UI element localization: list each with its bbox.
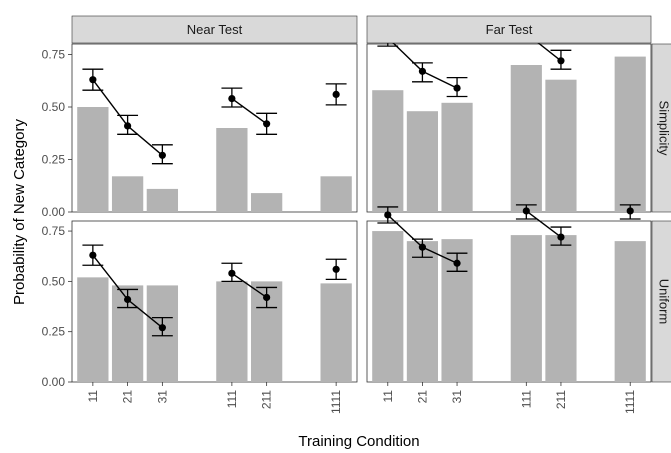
data-point <box>158 151 166 159</box>
bar <box>510 65 542 212</box>
data-point <box>332 90 340 98</box>
y-tick-label: 0.25 <box>42 325 66 339</box>
bar <box>406 241 438 382</box>
column-strip-1 <box>366 15 652 44</box>
bar <box>111 176 144 212</box>
panel-2 <box>71 220 358 383</box>
bar <box>320 283 352 382</box>
bar <box>545 235 577 382</box>
x-tick-label: 211 <box>260 390 274 409</box>
bar <box>406 111 438 212</box>
data-point <box>453 84 461 92</box>
y-tick-label: 0.00 <box>42 205 66 219</box>
x-tick-label: 31 <box>155 390 169 404</box>
y-tick-label: 0.75 <box>42 224 66 238</box>
bar <box>146 188 179 212</box>
x-tick-label: 111 <box>519 390 533 409</box>
axes-layer: 0.00 0.25 0.50 0.75 0.00 0.25 0.50 0.75 11 21 31 11… <box>42 48 638 415</box>
data-point <box>89 251 97 259</box>
data-point <box>557 57 565 65</box>
row-strip-label-1: Uniform <box>657 279 671 325</box>
column-strip-label-1: Far Test <box>486 22 533 37</box>
bar <box>250 193 283 212</box>
bar <box>441 102 473 212</box>
x-tick-label: 211 <box>554 390 568 409</box>
x-tick-label: 21 <box>121 390 135 404</box>
row-strip-1 <box>651 220 671 383</box>
x-tick-label: 1111 <box>329 390 343 414</box>
data-point <box>453 259 461 267</box>
y-tick-label: 0.00 <box>42 375 66 389</box>
data-point <box>124 295 132 304</box>
x-tick-label: 111 <box>225 390 239 409</box>
data-point <box>158 324 166 332</box>
bar <box>372 231 404 382</box>
data-point <box>522 207 530 215</box>
row-strip-label-0: Simplicity <box>657 101 671 156</box>
y-tick-label: 0.75 <box>42 48 66 62</box>
x-axis-title: Training Condition <box>298 433 419 450</box>
data-point <box>89 76 97 84</box>
bar <box>510 235 542 382</box>
bar <box>216 128 248 212</box>
series-line-1 <box>525 210 562 238</box>
bar <box>614 56 646 212</box>
series-line-1 <box>231 98 268 125</box>
panels-layer <box>71 26 652 383</box>
row-strip-0 <box>651 43 671 213</box>
bar <box>320 176 352 212</box>
bar <box>77 277 109 382</box>
panel-1 <box>366 26 652 213</box>
data-point <box>228 269 236 277</box>
data-point <box>124 122 132 130</box>
panel-0 <box>71 43 358 213</box>
data-point <box>228 95 236 103</box>
series-line-1 <box>231 272 268 299</box>
x-tick-label: 11 <box>86 390 100 403</box>
data-point <box>263 293 271 302</box>
x-tick-label: 21 <box>415 390 429 404</box>
y-tick-label: 0.50 <box>42 274 66 288</box>
column-strip-0 <box>71 15 358 44</box>
bar <box>545 79 577 212</box>
data-point <box>418 67 427 75</box>
data-point <box>626 207 634 215</box>
data-point <box>332 265 340 273</box>
bar <box>614 241 646 382</box>
x-tick-label: 31 <box>450 390 464 404</box>
panel-3 <box>366 204 652 383</box>
x-tick-label: 11 <box>381 390 395 403</box>
strips-layer: Near Test Far Test Simplicity Uniform <box>71 15 671 383</box>
bar <box>372 90 404 212</box>
data-point <box>384 211 392 219</box>
data-point <box>263 120 271 128</box>
y-tick-label: 0.25 <box>42 153 66 167</box>
y-axis-title: Probability of New Category <box>11 119 28 305</box>
data-point <box>557 233 565 241</box>
bar <box>216 281 248 382</box>
bar <box>77 107 109 212</box>
y-tick-label: 0.50 <box>42 100 66 114</box>
data-point <box>418 243 427 251</box>
x-tick-label: 1111 <box>623 390 637 414</box>
column-strip-label-0: Near Test <box>187 22 243 37</box>
